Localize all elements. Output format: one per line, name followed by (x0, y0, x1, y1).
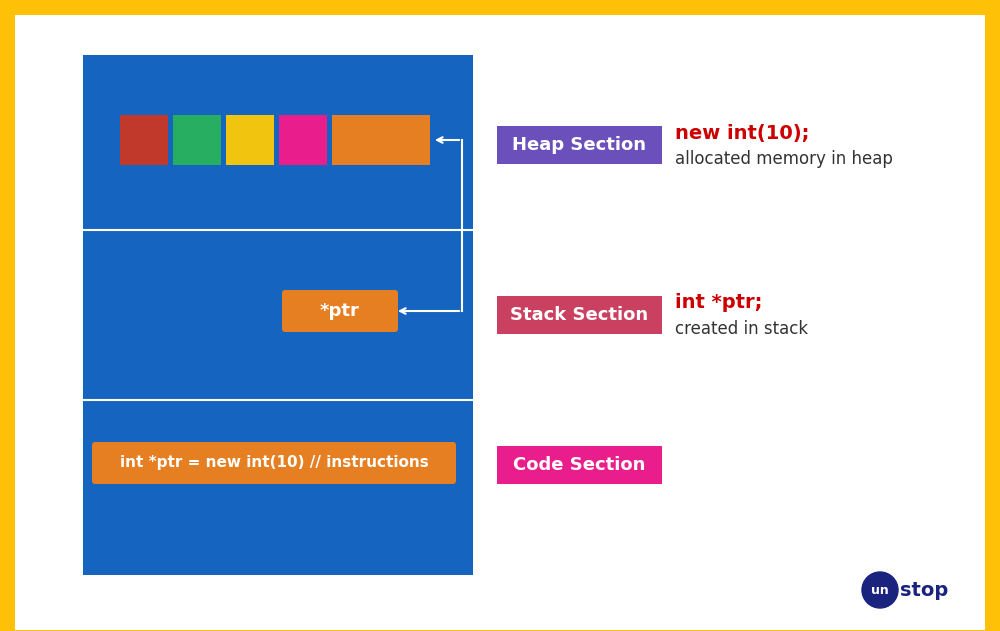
Text: int *ptr;: int *ptr; (675, 293, 762, 312)
Text: allocated memory in heap: allocated memory in heap (675, 150, 893, 168)
FancyBboxPatch shape (497, 296, 662, 334)
FancyBboxPatch shape (226, 115, 274, 165)
Text: int *ptr = new int(10) // instructions: int *ptr = new int(10) // instructions (120, 456, 428, 471)
Text: stop: stop (900, 581, 948, 599)
Text: Heap Section: Heap Section (512, 136, 646, 154)
Text: created in stack: created in stack (675, 320, 808, 338)
Text: new int(10);: new int(10); (675, 124, 809, 143)
Text: un: un (871, 584, 889, 596)
FancyBboxPatch shape (282, 290, 398, 332)
FancyBboxPatch shape (497, 446, 662, 484)
Text: Code Section: Code Section (513, 456, 646, 474)
FancyBboxPatch shape (279, 115, 327, 165)
FancyBboxPatch shape (15, 15, 985, 630)
Text: *ptr: *ptr (320, 302, 360, 320)
FancyBboxPatch shape (120, 115, 168, 165)
FancyBboxPatch shape (173, 115, 221, 165)
Text: Stack Section: Stack Section (510, 306, 649, 324)
FancyBboxPatch shape (92, 442, 456, 484)
FancyBboxPatch shape (332, 115, 430, 165)
FancyBboxPatch shape (497, 126, 662, 164)
Circle shape (862, 572, 898, 608)
FancyBboxPatch shape (83, 55, 473, 575)
